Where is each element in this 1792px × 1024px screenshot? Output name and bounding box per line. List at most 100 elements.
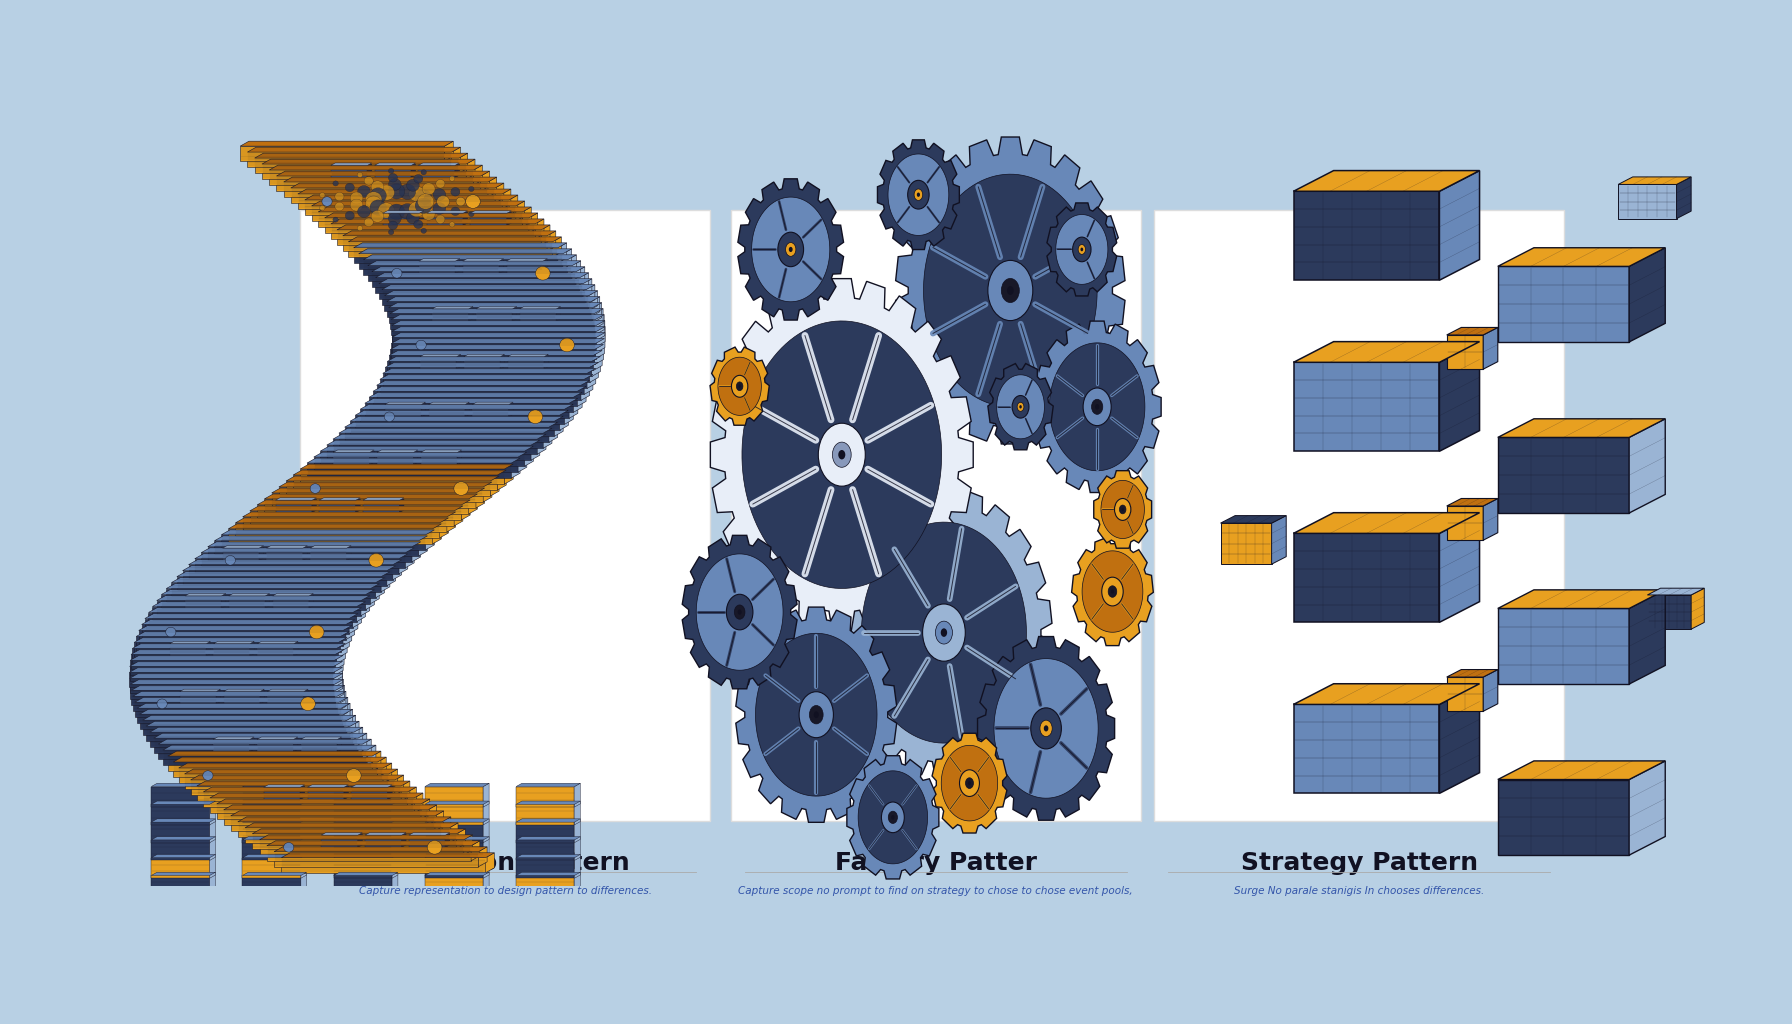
Polygon shape (470, 306, 473, 322)
Polygon shape (210, 854, 215, 879)
Circle shape (1002, 279, 1020, 302)
Polygon shape (197, 781, 410, 786)
Circle shape (226, 555, 235, 565)
Circle shape (1043, 725, 1048, 731)
Polygon shape (224, 691, 260, 703)
FancyBboxPatch shape (301, 210, 710, 820)
Polygon shape (389, 355, 593, 371)
Polygon shape (188, 560, 401, 564)
Polygon shape (276, 501, 312, 513)
Polygon shape (335, 649, 344, 670)
Polygon shape (210, 837, 215, 860)
Polygon shape (498, 470, 505, 490)
Circle shape (434, 188, 446, 201)
Polygon shape (419, 356, 457, 369)
Polygon shape (351, 787, 387, 800)
Polygon shape (280, 482, 493, 487)
Polygon shape (367, 745, 376, 765)
Polygon shape (554, 417, 563, 436)
Polygon shape (333, 439, 538, 455)
Polygon shape (183, 570, 387, 586)
Polygon shape (366, 590, 375, 609)
Polygon shape (366, 398, 577, 403)
Polygon shape (210, 819, 215, 843)
Polygon shape (452, 147, 461, 167)
Circle shape (968, 781, 971, 785)
Polygon shape (342, 626, 351, 645)
Polygon shape (333, 876, 392, 896)
Polygon shape (281, 858, 486, 872)
Polygon shape (179, 768, 383, 783)
Polygon shape (428, 402, 470, 404)
Circle shape (389, 173, 398, 182)
Polygon shape (333, 783, 398, 786)
Polygon shape (410, 163, 416, 178)
Polygon shape (392, 854, 398, 879)
Circle shape (452, 207, 461, 216)
Polygon shape (242, 819, 306, 822)
Polygon shape (435, 811, 444, 830)
Polygon shape (369, 392, 582, 397)
Polygon shape (151, 727, 362, 732)
Circle shape (1030, 708, 1061, 749)
Polygon shape (575, 854, 581, 879)
Circle shape (335, 193, 344, 201)
Polygon shape (450, 823, 459, 843)
Polygon shape (242, 801, 306, 804)
Polygon shape (333, 674, 342, 693)
Polygon shape (260, 835, 473, 840)
Polygon shape (301, 872, 306, 896)
Polygon shape (507, 356, 545, 369)
Polygon shape (305, 689, 308, 703)
Polygon shape (941, 745, 998, 821)
Circle shape (357, 225, 362, 230)
Polygon shape (382, 290, 586, 305)
Polygon shape (210, 793, 423, 798)
Circle shape (889, 811, 898, 823)
Polygon shape (593, 350, 602, 371)
Polygon shape (242, 840, 301, 860)
Polygon shape (518, 453, 527, 472)
Polygon shape (301, 464, 513, 469)
Circle shape (364, 176, 373, 185)
Polygon shape (421, 402, 426, 417)
Polygon shape (253, 828, 466, 834)
Polygon shape (516, 783, 581, 786)
Text: Singleton Pattern: Singleton Pattern (380, 851, 631, 874)
Polygon shape (151, 804, 210, 825)
Circle shape (778, 232, 803, 266)
Polygon shape (357, 602, 366, 622)
Circle shape (310, 626, 324, 639)
Polygon shape (301, 783, 306, 807)
Polygon shape (547, 230, 556, 251)
Polygon shape (588, 369, 595, 388)
Polygon shape (453, 506, 462, 526)
Polygon shape (1629, 248, 1665, 342)
Polygon shape (355, 415, 559, 430)
Circle shape (833, 442, 851, 467)
Polygon shape (360, 410, 564, 424)
Polygon shape (446, 512, 455, 531)
Polygon shape (470, 494, 477, 514)
Polygon shape (425, 529, 434, 550)
Polygon shape (387, 784, 392, 800)
Polygon shape (333, 453, 369, 465)
Polygon shape (516, 872, 581, 876)
Polygon shape (333, 837, 398, 840)
Polygon shape (242, 512, 455, 517)
Polygon shape (358, 249, 572, 254)
Polygon shape (305, 195, 518, 200)
Circle shape (1095, 404, 1098, 410)
Polygon shape (484, 801, 489, 825)
Polygon shape (333, 858, 392, 879)
Polygon shape (697, 554, 783, 671)
Polygon shape (326, 440, 539, 445)
Polygon shape (168, 756, 373, 771)
Polygon shape (457, 354, 461, 369)
Circle shape (383, 412, 394, 422)
Circle shape (335, 203, 344, 211)
Polygon shape (260, 546, 263, 560)
Polygon shape (392, 801, 398, 825)
Polygon shape (197, 786, 401, 801)
Polygon shape (464, 354, 505, 356)
